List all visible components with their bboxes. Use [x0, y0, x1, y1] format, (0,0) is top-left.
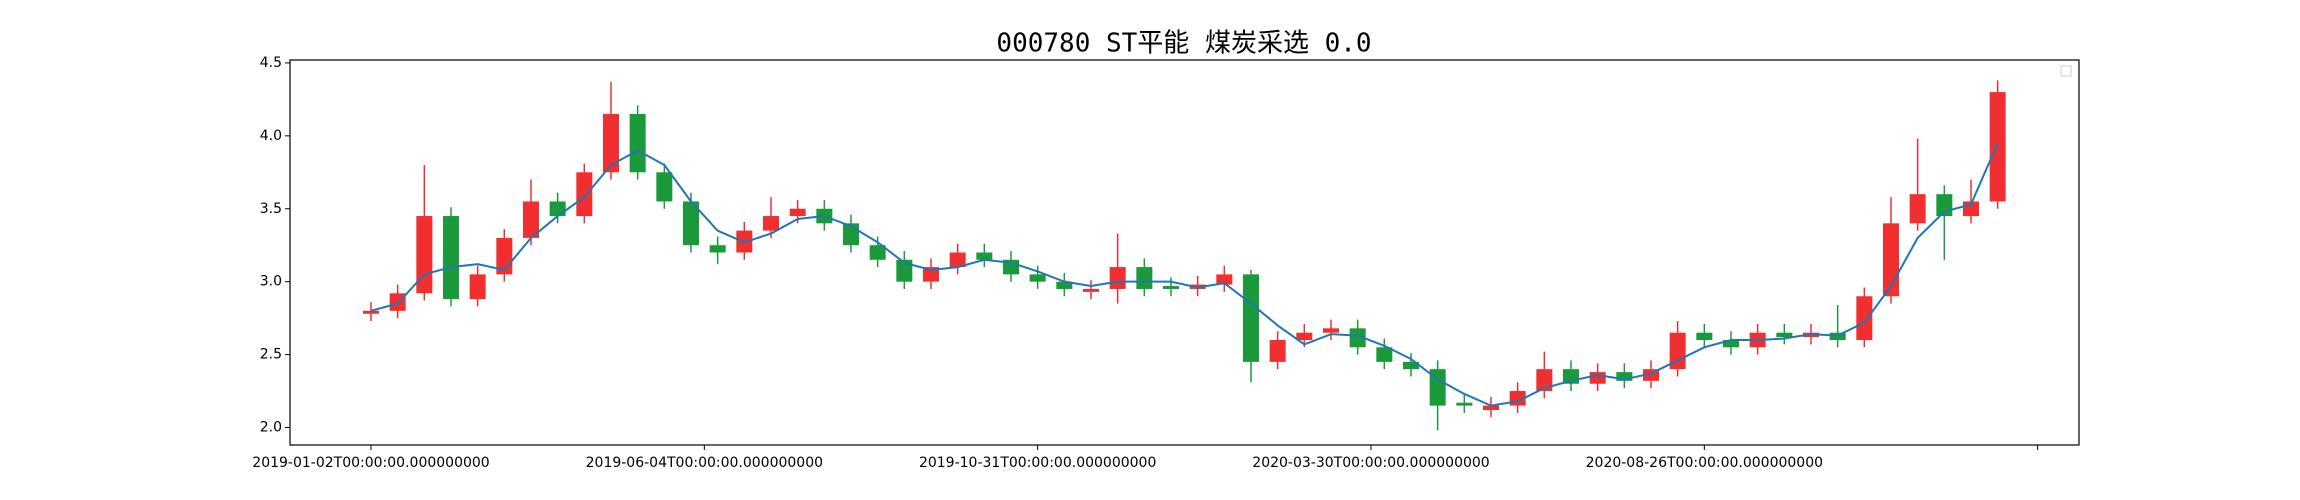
- candle-body: [1483, 405, 1499, 410]
- candle-body: [363, 310, 379, 314]
- y-tick-label: 2.0: [260, 420, 282, 436]
- candle-body: [1723, 340, 1739, 348]
- candle-body: [1216, 274, 1233, 285]
- candle-body: [1243, 274, 1259, 362]
- candle-body: [1696, 332, 1713, 340]
- candle-body: [709, 245, 726, 253]
- x-tick-label: 2019-06-04T00:00:00.000000000: [586, 455, 823, 471]
- candle-body: [1136, 267, 1153, 289]
- x-tick-label: 2020-03-30T00:00:00.000000000: [1252, 455, 1489, 471]
- candle-body: [576, 172, 593, 217]
- candle-body: [923, 267, 939, 282]
- candle-body: [1323, 328, 1339, 333]
- y-tick-label: 3.5: [260, 201, 282, 217]
- candle-body: [469, 274, 486, 300]
- candle-body: [763, 216, 779, 231]
- candle-body: [1296, 332, 1313, 340]
- chart-title: 000780 ST平能 煤炭采选 0.0: [996, 29, 1371, 59]
- candle-body: [1909, 194, 1926, 224]
- y-tick-label: 4.5: [260, 55, 282, 71]
- candle-body: [1536, 369, 1553, 392]
- candle-body: [1109, 267, 1126, 289]
- candle-body: [1989, 92, 2006, 202]
- candle-body: [1349, 328, 1366, 348]
- x-tick-label: 2019-10-31T00:00:00.000000000: [919, 455, 1156, 471]
- candle-body: [443, 216, 459, 300]
- y-tick-label: 3.0: [260, 274, 282, 290]
- candle-body: [1589, 372, 1606, 384]
- candle-body: [1163, 286, 1179, 289]
- candle-body: [1403, 361, 1419, 370]
- candle-body: [1269, 340, 1286, 362]
- candle-body: [549, 201, 566, 217]
- candle-body: [869, 245, 886, 260]
- candle-body: [1669, 332, 1686, 370]
- candle-body: [1083, 288, 1099, 292]
- y-tick-label: 4.0: [260, 128, 282, 144]
- x-tick-label: 2020-08-26T00:00:00.000000000: [1586, 455, 1823, 471]
- x-tick-label: 2019-01-02T00:00:00.000000000: [252, 455, 489, 471]
- candle-body: [1856, 296, 1873, 340]
- candle-body: [789, 208, 806, 217]
- moving-average-line: [370, 142, 1999, 407]
- candle-body: [1429, 369, 1446, 406]
- candle-body: [976, 252, 993, 260]
- candle-body: [1029, 274, 1046, 282]
- candle-body: [523, 201, 539, 238]
- candle-body: [1376, 347, 1393, 362]
- candle-body: [603, 113, 619, 173]
- candle-body: [1456, 402, 1473, 406]
- candle-body: [656, 172, 673, 202]
- candle-body: [896, 259, 913, 282]
- candle-body: [1776, 332, 1793, 338]
- plot-frame: [289, 59, 2080, 446]
- y-tick-label: 2.5: [260, 347, 282, 363]
- candle-body: [1643, 369, 1659, 381]
- candle-body: [949, 252, 966, 268]
- candle-body: [1056, 281, 1073, 289]
- candle-body: [1616, 372, 1633, 381]
- legend: [2060, 65, 2072, 77]
- candle-body: [683, 201, 699, 246]
- candle-body: [629, 113, 646, 173]
